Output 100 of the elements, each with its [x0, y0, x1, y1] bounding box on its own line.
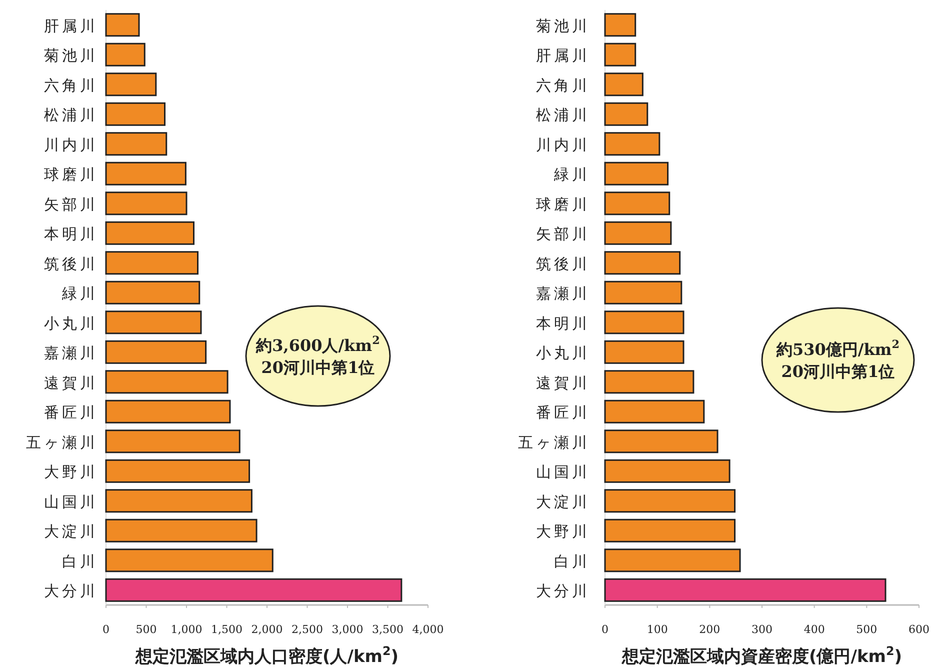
bar	[604, 251, 681, 275]
bar	[105, 13, 140, 37]
y-tick-label: 松浦川	[44, 106, 98, 124]
x-tick-label: 1,500	[211, 623, 242, 636]
y-tick-label: 大淀川	[536, 492, 590, 511]
bar	[105, 42, 146, 66]
y-tick-label: 肝属川	[536, 46, 590, 65]
bar	[604, 72, 644, 96]
annotation: 約530億円/km$^{2}$	[775, 337, 900, 359]
bar	[604, 280, 682, 304]
annotation: 約3,600人/km$^{2}$	[255, 333, 380, 355]
x-tick-label: 3,500	[372, 623, 404, 636]
y-tick-label: 白川	[62, 552, 98, 570]
y-tick-label: 筑後川	[536, 254, 590, 273]
bar	[604, 548, 741, 572]
bar	[604, 310, 684, 334]
y-tick-label: 本明川	[536, 314, 590, 332]
x-tick-label: 500	[136, 623, 157, 636]
bar	[604, 340, 684, 364]
y-tick-label: 筑後川	[44, 254, 98, 273]
y-tick-label: 六角川	[536, 76, 590, 94]
bar	[105, 459, 250, 483]
bar	[105, 400, 231, 424]
bar	[604, 489, 736, 513]
y-tick-label: 山国川	[536, 463, 590, 482]
bar	[604, 42, 636, 66]
annotation: 20河川中第1位	[261, 358, 375, 377]
bar	[604, 370, 694, 394]
bar	[604, 518, 736, 542]
x-tick-label: 1,000	[170, 623, 202, 636]
x-tick-label: 600	[908, 623, 930, 636]
x-tick-label: 300	[752, 623, 772, 636]
bar	[105, 310, 202, 334]
x-tick-label: 500	[856, 623, 878, 636]
y-tick-label: 大分川	[44, 582, 98, 600]
y-tick-label: 球磨川	[536, 195, 590, 214]
bar	[604, 102, 648, 126]
x-tick-label: 4,000	[412, 623, 444, 636]
bar	[604, 578, 886, 602]
y-tick-label: 小丸川	[536, 344, 590, 362]
y-tick-label: 大野川	[536, 522, 590, 541]
bar	[105, 72, 157, 96]
y-tick-label: 遠賀川	[44, 374, 98, 392]
x-tick-label: 0	[102, 623, 110, 636]
bar	[105, 280, 200, 304]
bar	[604, 221, 672, 245]
bar	[604, 459, 730, 483]
y-tick-label: 松浦川	[536, 106, 590, 124]
y-tick-label: 大野川	[44, 463, 98, 482]
bar	[105, 518, 258, 542]
y-tick-label: 小丸川	[44, 314, 98, 332]
y-tick-label: 菊池川	[44, 46, 98, 65]
x-axis-title: 想定氾濫区域内人口密度(人/km$^{2}$)	[134, 644, 399, 667]
bar	[105, 132, 168, 156]
bar	[105, 489, 252, 513]
bar	[105, 548, 274, 572]
bar	[105, 578, 402, 602]
x-tick-label: 3,000	[332, 623, 364, 636]
x-tick-label: 2,500	[292, 623, 323, 636]
y-tick-label: 五ヶ瀬川	[26, 433, 98, 452]
bar	[604, 132, 660, 156]
bar	[105, 162, 186, 186]
bar	[604, 162, 669, 186]
y-tick-label: 番匠川	[44, 404, 98, 422]
y-tick-label: 本明川	[44, 225, 98, 244]
bar	[604, 13, 636, 37]
annotation: 20河川中第1位	[781, 362, 895, 381]
bar	[105, 221, 194, 245]
y-tick-label: 番匠川	[536, 404, 590, 422]
y-tick-label: 球磨川	[44, 166, 98, 184]
x-tick-label: 200	[699, 623, 720, 636]
x-tick-label: 2,000	[251, 623, 283, 636]
y-tick-label: 大分川	[536, 582, 590, 600]
y-tick-label: 矢部川	[536, 225, 590, 244]
y-tick-label: 菊池川	[536, 16, 590, 35]
bar	[105, 102, 166, 126]
y-tick-label: 大淀川	[44, 522, 98, 541]
y-tick-label: 嘉瀬川	[44, 344, 98, 362]
y-tick-label: 緑川	[553, 166, 590, 184]
bar	[105, 340, 207, 364]
y-tick-label: 五ヶ瀬川	[518, 433, 590, 452]
bar	[105, 251, 199, 275]
y-tick-label: 川内川	[536, 136, 590, 154]
y-tick-label: 白川	[554, 552, 590, 570]
bar	[105, 430, 240, 454]
bar	[105, 370, 228, 394]
bar	[105, 192, 188, 216]
y-tick-label: 川内川	[44, 136, 98, 154]
x-tick-label: 100	[646, 623, 668, 636]
x-tick-label: 400	[804, 623, 825, 636]
x-axis-title: 想定氾濫区域内資産密度(億円/km$^{2}$)	[620, 644, 902, 667]
bar	[604, 430, 718, 454]
y-tick-label: 六角川	[44, 76, 98, 94]
y-tick-label: 遠賀川	[536, 374, 590, 392]
bar	[604, 400, 705, 424]
x-tick-label: 0	[602, 623, 608, 636]
y-tick-label: 緑川	[61, 284, 98, 303]
y-tick-label: 矢部川	[44, 195, 98, 214]
y-tick-label: 山国川	[44, 492, 98, 511]
bar	[604, 192, 670, 216]
